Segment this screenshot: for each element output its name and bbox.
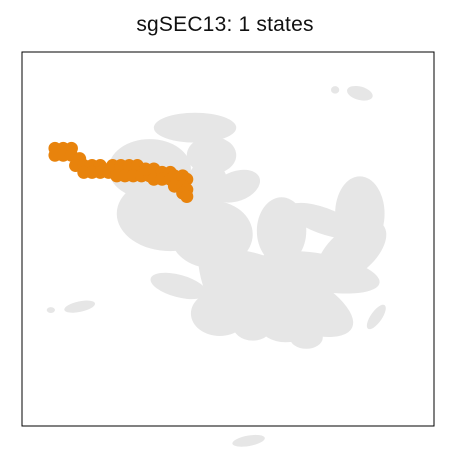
highlighted-cell-point-40 <box>180 190 194 204</box>
background-cell-cluster-0 <box>201 248 354 337</box>
background-cell-cluster-19 <box>366 304 386 330</box>
background-cell-cluster-22 <box>232 434 265 447</box>
chart-title: sgSEC13: 1 states <box>136 13 314 36</box>
background-cell-cluster-10 <box>153 112 237 143</box>
highlighted-cells-layer <box>48 141 194 204</box>
background-cell-cluster-3 <box>335 176 385 252</box>
background-cell-cluster-21 <box>230 295 251 311</box>
background-cell-cluster-12 <box>212 169 261 203</box>
background-cell-cluster-4 <box>287 202 358 239</box>
background-cell-cluster-18 <box>289 326 323 349</box>
background-cell-cluster-20 <box>64 300 96 313</box>
background-cell-cluster-25 <box>46 307 55 314</box>
background-cells-layer <box>46 85 387 447</box>
background-cell-cluster-13 <box>197 231 226 306</box>
background-cell-cluster-5 <box>256 197 307 265</box>
plot-frame <box>21 51 435 427</box>
background-cell-cluster-14 <box>150 272 207 300</box>
background-cell-cluster-23 <box>346 85 373 101</box>
background-cell-cluster-24 <box>331 86 340 94</box>
